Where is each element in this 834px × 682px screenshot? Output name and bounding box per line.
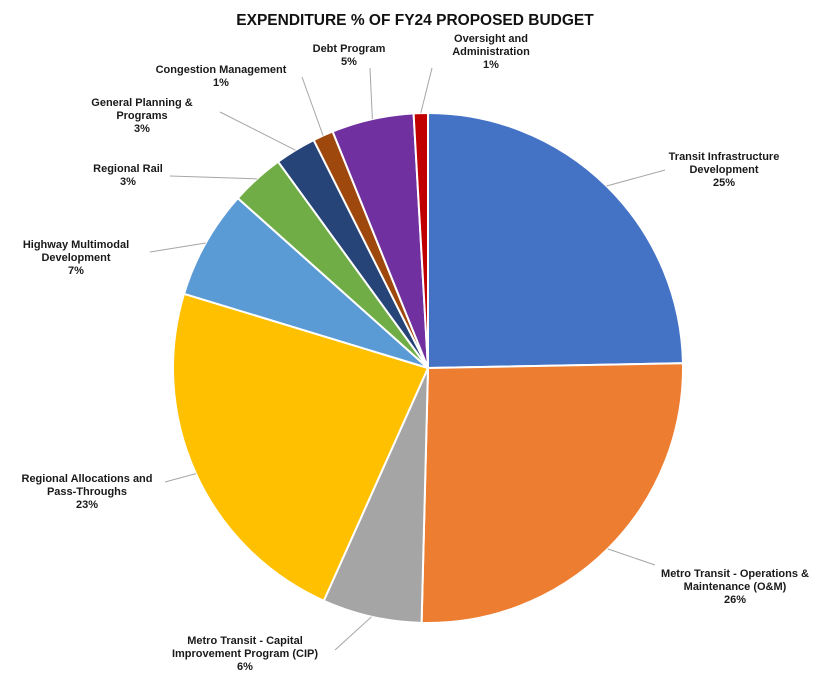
slice-label: Metro Transit - Operations & Maintenance … [661,568,809,606]
slice-name-label: Administration [452,46,530,58]
slice-label: Metro Transit - Capital Improvement Progr… [172,635,318,673]
slice-label: General Planning & Programs 3% [91,97,193,135]
slice-labels: Transit Infrastructure Development 25%Metr… [22,33,810,673]
slice-name-label: Improvement Program (CIP) [172,648,318,660]
slice-label: Transit Infrastructure Development 25% [669,151,780,189]
slice-name-label: Maintenance (O&M) [684,581,787,593]
slice-name-label: Oversight and [454,33,528,45]
slice-name-label: Development [41,252,110,264]
slice-name-label: Regional Rail [93,163,163,175]
leader-line [169,175,257,180]
leader-line [420,67,433,114]
slice-value-label: 7% [68,265,84,277]
leader-line [334,616,372,651]
slice-name-label: Metro Transit - Capital [187,635,303,647]
slice-name-label: Debt Program [313,43,386,55]
slice-label: Regional Rail 3% [93,163,163,188]
slice-name-label: Congestion Management [156,64,287,76]
slice-value-label: 1% [483,59,499,71]
leader-line [164,473,197,483]
slice-name-label: Metro Transit - Operations & [661,568,809,580]
leader-line [606,169,666,187]
pie-slice [427,111,684,370]
slice-label: Highway Multimodal Development 7% [23,239,129,277]
leader-line [607,548,656,566]
pie-slice [420,362,684,624]
slice-label: Congestion Management 1% [156,64,287,89]
chart-title: EXPENDITURE % OF FY24 PROPOSED BUDGET [236,12,594,29]
slice-name-label: Programs [116,110,167,122]
slice-value-label: 26% [724,594,746,606]
slice-name-label: Transit Infrastructure [669,151,780,163]
pie-slice [412,111,429,369]
slice-value-label: 6% [237,661,253,673]
slice-name-label: General Planning & [91,97,193,109]
leader-line [219,111,296,151]
slice-value-label: 1% [213,77,229,89]
pie-slice [182,196,429,369]
leader-lines [149,67,666,651]
slice-name-label: Regional Allocations and [22,473,153,485]
slice-value-label: 25% [713,177,735,189]
leader-line [369,67,373,120]
slice-value-label: 23% [76,499,98,511]
leader-line [301,76,324,136]
slice-label: Regional Allocations and Pass-Throughs 23% [22,473,153,511]
slice-label: Oversight and Administration 1% [452,33,530,71]
slice-value-label: 3% [134,123,150,135]
slice-label: Debt Program 5% [313,43,386,68]
slice-name-label: Development [689,164,758,176]
pie-slices [172,111,684,624]
slice-value-label: 3% [120,176,136,188]
slice-value-label: 5% [341,56,357,68]
slice-name-label: Highway Multimodal [23,239,129,251]
leader-line [149,242,206,253]
slice-name-label: Pass-Throughs [47,486,127,498]
